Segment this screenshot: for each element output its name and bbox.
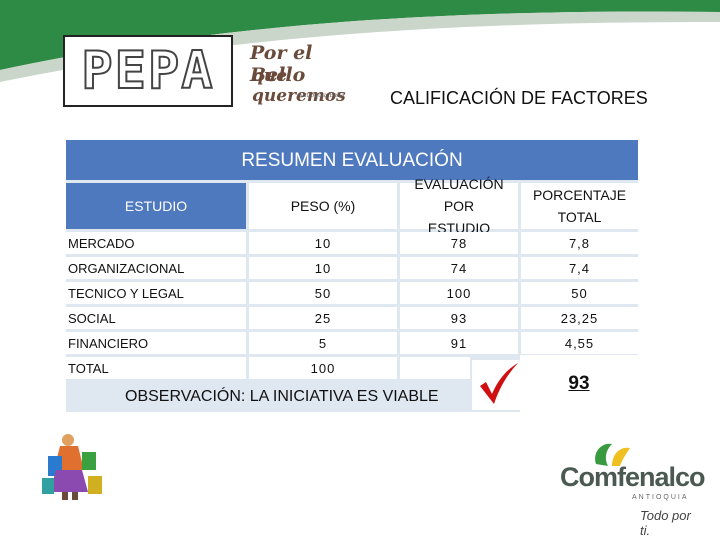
decorative-figure-icon [42,434,102,500]
cell-porcentaje: 50 [521,282,638,304]
bello-logo-line2: que queremos [252,66,346,106]
cell-peso: 5 [249,332,397,354]
cell-evaluacion: 100 [400,282,518,304]
comfenalco-logo: Comfenalco ANTIOQUIA Todo por ti. [560,440,706,538]
cell-evaluacion: 74 [400,257,518,279]
cell-peso: 10 [249,232,397,254]
row-label-financiero: FINANCIERO [66,332,246,354]
cell-porcentaje: 7,8 [521,232,638,254]
cell-total-peso: 100 [249,357,397,379]
cell-total-blank [400,357,470,379]
column-header-peso: PESO (%) [249,183,397,229]
pepa-logo: PEPA [63,35,233,107]
checkmark-icon [472,360,522,410]
total-score-value: 93 [568,372,590,394]
column-header-porcentaje: PORCENTAJE TOTAL [521,183,638,229]
cell-evaluacion: 93 [400,307,518,329]
pepa-logo-text: PEPA [80,40,215,102]
row-label-social: SOCIAL [66,307,246,329]
column-header-estudio: ESTUDIO [66,183,246,229]
comfenalco-leaf-icon [595,443,630,466]
page-title: CALIFICACIÓN DE FACTORES [390,88,648,108]
row-label-total: TOTAL [66,357,246,379]
cell-porcentaje: 7,4 [521,257,638,279]
cell-porcentaje: 23,25 [521,307,638,329]
cell-peso: 25 [249,307,397,329]
por-el-bello-logo: Por el Bello que queremos Antioquia Bell… [244,40,354,106]
cell-peso: 10 [249,257,397,279]
comfenalco-region: ANTIOQUIA [632,494,689,501]
column-header-evaluacion: EVALUACIÓN POR ESTUDIO [400,176,518,236]
cell-evaluacion: 91 [400,332,518,354]
total-score: 93 [520,355,638,412]
cell-evaluacion: 78 [400,232,518,254]
comfenalco-name: Comfenalco [560,462,706,492]
row-label-organizacional: ORGANIZACIONAL [66,257,246,279]
observacion-text: OBSERVACIÓN: LA INICIATIVA ES VIABLE [125,388,439,405]
bello-logo-line3: Antioquia Bella [298,92,345,99]
row-label-mercado: MERCADO [66,232,246,254]
table-caption: RESUMEN EVALUACIÓN [66,140,638,180]
cell-peso: 50 [249,282,397,304]
bello-logo-line1: Por el Bello [250,42,313,86]
row-label-tecnico-legal: TECNICO Y LEGAL [66,282,246,304]
comfenalco-tagline: Todo por ti. [640,508,691,538]
cell-porcentaje: 4,55 [521,332,638,354]
